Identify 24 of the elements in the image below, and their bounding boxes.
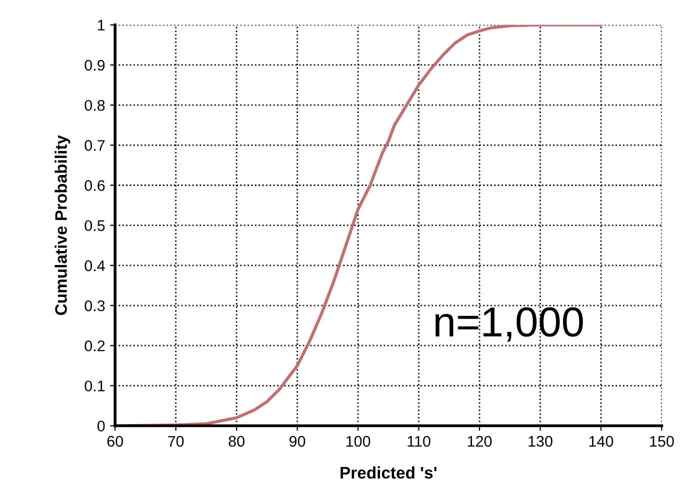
y-tick-label: 0.3 [84,300,105,312]
x-tick-label: 80 [228,436,244,447]
y-tick-label: 1 [98,20,105,30]
y-tick-label: 0.6 [84,180,105,191]
x-tick-label: 60 [107,436,123,447]
x-axis-title: Predicted 's' [340,466,436,479]
y-tick-label: 0.9 [84,60,105,71]
x-tick-label: 150 [650,436,674,447]
y-tick-label: 0.8 [84,100,105,111]
x-tick-label: 120 [468,436,492,447]
y-tick-label: 0.2 [84,340,105,352]
x-tick-label: 140 [589,436,614,447]
x-tick-label: 130 [528,436,552,447]
x-tick-label: 90 [290,436,306,447]
y-tick-label: 0.5 [84,220,105,232]
x-tick-label: 70 [168,436,184,447]
y-tick-label: 0 [97,420,105,432]
x-tick-label: 110 [408,436,430,447]
y-axis-title: Cumulative Probability [54,135,70,315]
y-tick-label: 0.4 [84,260,105,272]
x-tick-label: 100 [346,436,370,447]
annotation: n=1,000 [436,307,583,342]
y-tick-label: 0.1 [84,380,105,392]
y-tick-label: 0.7 [84,140,105,151]
